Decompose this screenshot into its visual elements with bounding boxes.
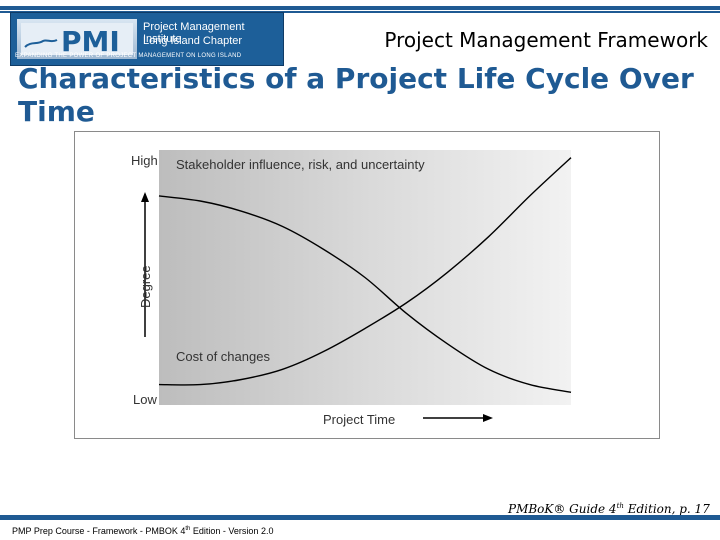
pmi-logo-mark: PMI bbox=[17, 19, 137, 59]
y-tick-label-low: Low bbox=[133, 392, 157, 407]
footer-post: Edition - Version 2.0 bbox=[190, 526, 274, 536]
series-line-stakeholder-influence bbox=[158, 195, 572, 393]
series-label-stakeholder: Stakeholder influence, risk, and uncerta… bbox=[176, 157, 425, 172]
y-axis-label: Degree bbox=[138, 265, 153, 308]
chart-svg: High Low Degree Project Time Stakeholder… bbox=[131, 150, 572, 427]
svg-text:PMI: PMI bbox=[61, 25, 120, 58]
logo-org-line1: Project Management Institute bbox=[143, 21, 245, 45]
logo-tagline: Expanding the Power of Project Managemen… bbox=[15, 53, 242, 59]
header-rule bbox=[0, 6, 720, 10]
logo-org-line2: Long Island Chapter bbox=[143, 35, 243, 47]
y-axis-arrowhead bbox=[141, 192, 149, 202]
x-axis-arrowhead bbox=[483, 414, 493, 422]
slide-title: Characteristics of a Project Life Cycle … bbox=[18, 62, 694, 128]
section-title: Project Management Framework bbox=[384, 28, 708, 52]
citation-sup: th bbox=[616, 502, 624, 510]
series-layer bbox=[158, 157, 572, 393]
life-cycle-chart: High Low Degree Project Time Stakeholder… bbox=[74, 131, 660, 439]
footer-rule bbox=[0, 515, 720, 520]
footer-text: PMP Prep Course - Framework - PMBOK 4th … bbox=[12, 526, 273, 536]
citation-text: PMBoK® Guide 4 bbox=[508, 502, 617, 516]
x-axis-label: Project Time bbox=[323, 412, 395, 427]
footer-sup: th bbox=[185, 526, 191, 532]
citation-rest: Edition, p. 17 bbox=[623, 502, 710, 516]
pmi-logo: PMI Project Management Institute Long Is… bbox=[10, 12, 284, 66]
series-line-cost-of-changes bbox=[158, 157, 572, 386]
citation: PMBoK® Guide 4th Edition, p. 17 bbox=[508, 502, 710, 516]
footer-pre: PMP Prep Course - Framework - PMBOK 4 bbox=[12, 526, 186, 536]
header-rule-thin bbox=[0, 11, 720, 13]
series-label-cost-of-changes: Cost of changes bbox=[176, 349, 270, 364]
y-tick-label-high: High bbox=[131, 153, 158, 168]
